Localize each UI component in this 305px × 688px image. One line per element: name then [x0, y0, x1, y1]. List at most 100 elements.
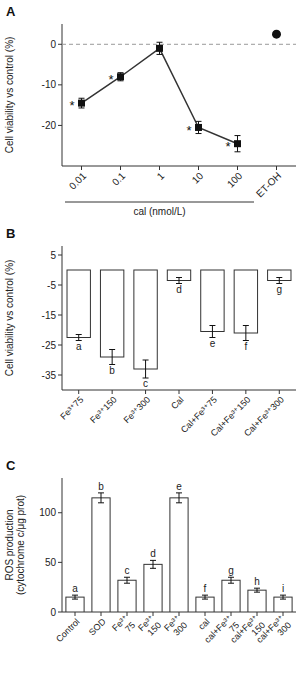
bar-letter: h	[254, 576, 260, 587]
error-bar	[235, 136, 241, 152]
x-tick-label-group: Control	[54, 617, 82, 645]
y-axis	[62, 24, 63, 166]
point-marker	[156, 45, 163, 52]
x-tick	[112, 390, 113, 394]
point-marker	[272, 30, 281, 39]
y-tick-label: 0	[50, 39, 56, 50]
x-tick-label-group: Fe³⁺300	[122, 395, 153, 426]
x-tick-label: Fe³⁺300	[122, 395, 153, 426]
x-tick	[120, 166, 121, 170]
x-tick-label-group: Fe³⁺300	[162, 613, 189, 640]
x-tick	[153, 612, 154, 616]
x-tick-label: SOD	[87, 616, 108, 637]
x-tick	[159, 166, 160, 170]
plot-area	[62, 30, 296, 152]
x-tick-label-line: 100	[225, 170, 245, 190]
x-tick-label-line: 300	[275, 620, 293, 638]
plot-area	[66, 493, 292, 612]
bar-letter: b	[109, 365, 115, 376]
x-tick-label-group: Fe³⁺150	[136, 613, 163, 640]
y-tick	[58, 285, 62, 286]
bar-letter: c	[143, 378, 148, 389]
x-tick	[179, 390, 180, 394]
panel: B5-5-15-25-35Cell viability vs control (…	[4, 226, 296, 438]
x-tick-label-line: Fe³⁺300	[122, 395, 153, 426]
point-marker	[195, 124, 202, 131]
x-tick-label-group: 0.1	[110, 170, 128, 188]
y-axis-label: ROS production(cytochrome c/μg prot)	[4, 495, 26, 595]
bar	[201, 270, 224, 332]
y-tick-label: 5	[50, 250, 56, 261]
x-tick-label-line: 10	[190, 170, 206, 186]
x-tick	[198, 166, 199, 170]
x-tick-label: 100	[225, 170, 245, 190]
error-bar	[228, 577, 234, 583]
x-tick-label-line: 0.01	[67, 170, 89, 192]
plot-area	[67, 270, 291, 378]
error-bar	[254, 588, 260, 592]
panel: A0-10-20Cell viability vs control (%)0.0…	[4, 4, 296, 217]
error-bar	[276, 278, 282, 284]
x-tick-label-group: cal+Fe³⁺300	[254, 613, 293, 652]
bar	[170, 498, 188, 612]
bar	[118, 580, 136, 612]
y-tick	[58, 375, 62, 376]
x-tick-label-group: Fe³⁺75	[58, 395, 85, 422]
bar	[222, 580, 240, 612]
panel-label: A	[6, 4, 16, 19]
x-tick	[179, 612, 180, 616]
x-tick-label: 1	[155, 170, 167, 182]
y-tick-label: 100	[39, 507, 56, 518]
bar-letter: a	[76, 341, 82, 352]
y-tick-label: -20	[42, 120, 57, 131]
error-bar	[150, 560, 156, 568]
error-bar	[209, 326, 215, 338]
bar-letter: d	[150, 548, 156, 559]
y-tick-label: -25	[42, 340, 57, 351]
point-marker	[234, 140, 241, 147]
x-tick	[212, 390, 213, 394]
y-tick	[58, 345, 62, 346]
x-tick-label-line: Cal+Fe³⁺300	[242, 395, 286, 439]
error-bar	[143, 360, 149, 378]
error-bar	[109, 350, 115, 365]
error-bar	[72, 595, 78, 599]
y-tick	[58, 255, 62, 256]
x-tick	[145, 390, 146, 394]
y-tick-label: -35	[42, 370, 57, 381]
bar-letter: g	[277, 284, 283, 295]
bar-letter: f	[244, 341, 247, 352]
x-tick-label-group: Cal	[169, 395, 186, 412]
y-tick	[58, 612, 62, 613]
y-tick	[58, 512, 62, 513]
y-axis-label: Cell viability vs control (%)	[4, 260, 15, 377]
x-tick-label-line: 150	[145, 620, 163, 638]
x-tick-label-line: Cal	[169, 395, 186, 412]
error-bar	[124, 577, 130, 583]
x-tick	[245, 390, 246, 394]
error-bar	[202, 595, 208, 599]
error-bar	[79, 98, 85, 108]
bar	[234, 270, 257, 333]
error-bar	[176, 493, 182, 503]
error-bar	[157, 42, 163, 54]
x-tick-label: Fe³⁺150	[88, 395, 119, 426]
x-tick-label-group: ET-OH	[254, 170, 283, 199]
x-tick	[78, 390, 79, 394]
y-axis-label-line: Cell viability vs control (%)	[4, 37, 15, 154]
x-tick	[283, 612, 284, 616]
annotation: *	[225, 139, 230, 154]
x-tick	[127, 612, 128, 616]
bar-letter: g	[228, 565, 234, 576]
x-tick	[101, 612, 102, 616]
x-tick-label-line: 1	[155, 170, 167, 182]
error-bar	[76, 335, 82, 341]
error-bar	[196, 121, 202, 133]
y-axis-label: Cell viability vs control (%)	[4, 37, 15, 154]
x-axis-label: cal (nmol/L)	[133, 206, 185, 217]
x-tick	[75, 612, 76, 616]
y-axis	[62, 478, 63, 612]
x-tick	[276, 166, 277, 170]
series-line	[82, 48, 238, 143]
annotation: *	[186, 123, 191, 138]
